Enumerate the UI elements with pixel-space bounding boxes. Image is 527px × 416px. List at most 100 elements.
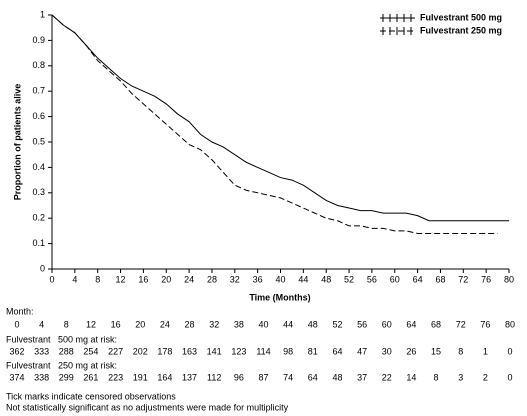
risk-count: 81 [308, 346, 318, 356]
risk-count: 64 [308, 372, 318, 382]
risk-month: 76 [480, 319, 490, 329]
y-tick-label: 1 [40, 9, 45, 19]
risk-count: 223 [108, 372, 123, 382]
risk-count: 0 [507, 346, 512, 356]
risk-count: 30 [382, 346, 392, 356]
x-tick-label: 64 [413, 274, 423, 284]
y-tick-label: 0.8 [32, 60, 45, 70]
y-tick-label: 0.4 [32, 162, 45, 172]
risk-count: 261 [83, 372, 98, 382]
risk-count: 164 [157, 372, 172, 382]
risk-count: 299 [59, 372, 74, 382]
x-tick-label: 60 [390, 274, 400, 284]
risk-month: 28 [185, 319, 195, 329]
risk-count: 48 [332, 372, 342, 382]
x-tick-label: 76 [481, 274, 491, 284]
risk-month: 38 [234, 319, 244, 329]
risk-count: 114 [256, 346, 270, 356]
risk-count: 112 [207, 372, 221, 382]
risk-count: 227 [108, 346, 123, 356]
risk-month: 68 [431, 319, 441, 329]
risk-month: 48 [308, 319, 318, 329]
risk-count: 254 [83, 346, 98, 356]
x-tick-label: 56 [367, 274, 377, 284]
x-tick-label: 80 [504, 274, 514, 284]
risk-count: 1 [483, 346, 488, 356]
x-axis-label: Time (Months) [249, 292, 310, 302]
risk-count: 8 [458, 346, 463, 356]
x-tick-label: 52 [344, 274, 354, 284]
risk-month: 72 [456, 319, 466, 329]
risk-count: 98 [283, 346, 293, 356]
risk-count: 338 [34, 372, 49, 382]
y-axis-label: Proportion of patients alive [12, 84, 22, 201]
x-tick-label: 0 [49, 274, 54, 284]
risk-count: 374 [9, 372, 24, 382]
risk-count: 191 [133, 372, 148, 382]
risk-count: 163 [182, 346, 197, 356]
risk-count: 141 [207, 346, 222, 356]
x-tick-label: 24 [184, 274, 194, 284]
survival-curve [51, 14, 498, 234]
x-tick-label: 32 [230, 274, 240, 284]
x-tick-label: 48 [321, 274, 331, 284]
y-tick-label: 0.7 [32, 86, 45, 96]
risk-count: 362 [9, 346, 24, 356]
x-tick-label: 20 [161, 274, 171, 284]
legend-label: Fulvestrant 500 mg [420, 12, 502, 22]
risk-count: 74 [283, 372, 293, 382]
risk-month: 56 [357, 319, 367, 329]
x-tick-label: 40 [275, 274, 285, 284]
risk-row-label: Fulvestrant 250 mg at risk: [6, 360, 117, 370]
risk-count: 37 [357, 372, 367, 382]
footnote: Tick marks indicate censored observation… [6, 391, 176, 401]
x-tick-label: 28 [207, 274, 217, 284]
risk-count: 22 [382, 372, 392, 382]
legend-label: Fulvestrant 250 mg [420, 25, 502, 35]
risk-count: 333 [34, 346, 49, 356]
risk-month: 4 [39, 319, 44, 329]
risk-row-label: Fulvestrant 500 mg at risk: [6, 334, 117, 344]
y-tick-label: 0.5 [32, 136, 45, 146]
risk-count: 47 [357, 346, 367, 356]
risk-count: 87 [258, 372, 268, 382]
risk-count: 123 [231, 346, 246, 356]
risk-month: 16 [111, 319, 121, 329]
risk-month: 12 [86, 319, 96, 329]
survival-curve [51, 14, 509, 222]
y-tick-label: 0.2 [32, 213, 45, 223]
risk-count: 8 [434, 372, 439, 382]
x-tick-label: 44 [298, 274, 308, 284]
risk-count: 202 [133, 346, 148, 356]
risk-count: 178 [157, 346, 172, 356]
risk-count: 64 [332, 346, 342, 356]
x-tick-label: 72 [458, 274, 468, 284]
risk-count: 15 [431, 346, 441, 356]
month-label: Month: [6, 306, 34, 316]
y-tick-label: 0.3 [32, 187, 45, 197]
risk-month: 52 [332, 319, 342, 329]
risk-month: 44 [283, 319, 293, 329]
x-tick-label: 8 [95, 274, 100, 284]
y-tick-label: 0.1 [32, 238, 45, 248]
risk-month: 8 [64, 319, 69, 329]
risk-count: 137 [182, 372, 197, 382]
y-tick-label: 0.6 [32, 111, 45, 121]
risk-count: 2 [483, 372, 488, 382]
risk-month: 24 [160, 319, 170, 329]
x-tick-label: 4 [72, 274, 77, 284]
risk-month: 40 [258, 319, 268, 329]
risk-month: 80 [505, 319, 515, 329]
x-tick-label: 68 [435, 274, 445, 284]
x-tick-label: 12 [116, 274, 126, 284]
risk-count: 14 [406, 372, 416, 382]
risk-month: 20 [135, 319, 145, 329]
risk-count: 3 [458, 372, 463, 382]
risk-count: 0 [507, 372, 512, 382]
footnote: Not statistically significant as no adju… [6, 402, 289, 412]
y-tick-label: 0.9 [32, 35, 45, 45]
risk-month: 0 [14, 319, 19, 329]
y-tick-label: 0 [40, 263, 45, 273]
risk-month: 60 [382, 319, 392, 329]
